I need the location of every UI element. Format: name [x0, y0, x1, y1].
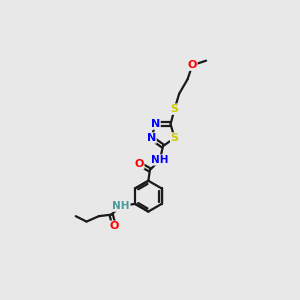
Text: O: O: [110, 221, 119, 231]
Text: N: N: [151, 119, 160, 129]
Text: S: S: [170, 104, 178, 114]
Text: N: N: [147, 133, 156, 143]
Text: O: O: [188, 60, 197, 70]
Text: NH: NH: [112, 201, 130, 211]
Text: NH: NH: [151, 155, 169, 165]
Text: S: S: [171, 133, 178, 143]
Text: O: O: [134, 159, 144, 169]
